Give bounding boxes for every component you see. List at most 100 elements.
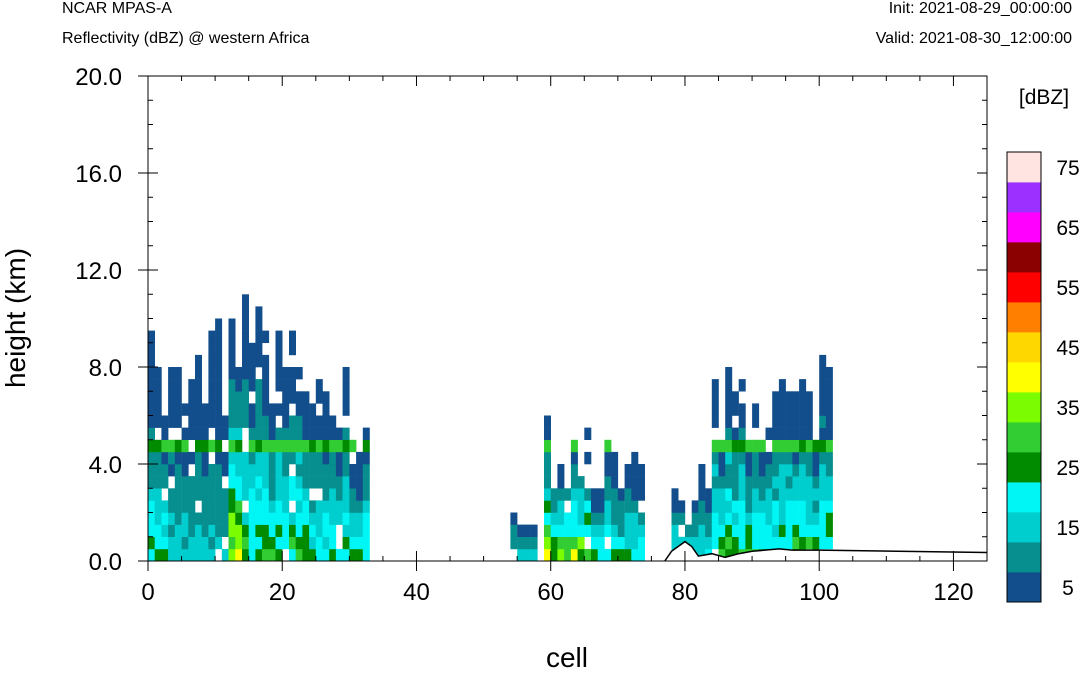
reflectivity-cell <box>148 536 155 550</box>
reflectivity-cell <box>825 391 833 404</box>
reflectivity-cell <box>262 330 270 343</box>
reflectivity-cell <box>597 536 605 550</box>
reflectivity-cell <box>215 330 223 343</box>
reflectivity-cell <box>289 415 296 428</box>
terrain-fill <box>664 541 987 561</box>
reflectivity-cell <box>752 476 760 489</box>
reflectivity-cell <box>242 379 249 392</box>
reflectivity-cell <box>275 548 283 562</box>
reflectivity-cell <box>758 524 766 537</box>
reflectivity-cell <box>792 391 800 404</box>
reflectivity-cell <box>174 476 182 489</box>
reflectivity-cell <box>570 476 578 489</box>
reflectivity-cell <box>289 391 296 404</box>
reflectivity-cell <box>201 500 209 513</box>
reflectivity-cell <box>282 367 290 380</box>
reflectivity-cell <box>322 512 330 525</box>
reflectivity-cell <box>289 512 296 525</box>
reflectivity-cell <box>262 379 270 392</box>
reflectivity-cell <box>262 476 270 489</box>
reflectivity-cell <box>188 476 196 489</box>
reflectivity-cell <box>161 536 169 550</box>
reflectivity-cell <box>201 488 209 501</box>
reflectivity-cell <box>342 512 350 525</box>
reflectivity-cell <box>154 379 162 392</box>
reflectivity-cell <box>235 464 243 477</box>
reflectivity-cell <box>758 488 766 501</box>
reflectivity-cell <box>188 536 196 550</box>
reflectivity-cell <box>188 451 196 465</box>
reflectivity-cell <box>544 548 551 562</box>
reflectivity-cell <box>349 548 357 562</box>
reflectivity-cell <box>329 439 337 453</box>
reflectivity-cell <box>738 500 746 513</box>
reflectivity-cell <box>248 512 256 525</box>
reflectivity-cell <box>711 488 719 501</box>
reflectivity-cell <box>611 548 619 562</box>
reflectivity-cell <box>201 476 209 489</box>
reflectivity-cell <box>792 415 800 428</box>
reflectivity-cell <box>557 524 565 537</box>
reflectivity-cell <box>161 415 169 428</box>
reflectivity-cell <box>805 524 813 537</box>
reflectivity-cell <box>530 548 538 562</box>
reflectivity-cell <box>362 464 370 477</box>
reflectivity-cell <box>335 464 343 477</box>
reflectivity-cell <box>631 488 639 501</box>
reflectivity-cell <box>725 367 733 380</box>
reflectivity-cell <box>584 427 592 440</box>
reflectivity-cell <box>235 476 243 489</box>
reflectivity-cell <box>248 476 256 489</box>
reflectivity-cell <box>825 536 833 550</box>
reflectivity-cell <box>255 512 263 525</box>
colorbar-swatch <box>1007 272 1041 303</box>
reflectivity-cell <box>188 427 196 440</box>
reflectivity-cell <box>309 524 317 537</box>
reflectivity-cell <box>295 476 303 489</box>
reflectivity-cell <box>201 464 209 477</box>
reflectivity-cell <box>799 439 807 453</box>
colorbar-label: 35 <box>1056 397 1079 420</box>
reflectivity-cell <box>604 500 612 513</box>
reflectivity-cell <box>745 500 753 513</box>
reflectivity-cell <box>215 367 223 380</box>
reflectivity-cell <box>282 512 290 525</box>
reflectivity-cell <box>765 451 773 465</box>
reflectivity-cell <box>799 524 807 537</box>
reflectivity-cell <box>309 500 317 513</box>
reflectivity-cell <box>235 439 243 453</box>
reflectivity-cell <box>215 476 223 489</box>
reflectivity-cell <box>282 391 290 404</box>
x-tick-label: 40 <box>403 579 430 606</box>
reflectivity-cell <box>275 464 283 477</box>
reflectivity-cell <box>758 451 766 465</box>
colorbar-swatch <box>1007 332 1041 363</box>
reflectivity-cell <box>329 427 337 440</box>
reflectivity-cell <box>778 391 786 404</box>
reflectivity-cell <box>329 476 337 489</box>
reflectivity-cell <box>168 379 176 392</box>
reflectivity-cell <box>174 536 182 550</box>
reflectivity-cell <box>342 548 350 562</box>
reflectivity-cell <box>711 500 719 513</box>
reflectivity-cell <box>148 524 155 537</box>
reflectivity-cell <box>201 403 209 416</box>
reflectivity-cell <box>295 367 303 380</box>
reflectivity-cell <box>523 536 531 550</box>
reflectivity-cell <box>148 354 155 368</box>
reflectivity-cell <box>342 391 350 404</box>
reflectivity-cell <box>161 500 169 513</box>
reflectivity-cell <box>335 488 343 501</box>
reflectivity-cell <box>671 500 679 513</box>
reflectivity-cell <box>148 476 155 489</box>
reflectivity-cell <box>262 391 270 404</box>
reflectivity-cell <box>624 500 632 513</box>
reflectivity-cell <box>148 342 155 356</box>
reflectivity-cell <box>168 512 176 525</box>
reflectivity-cell <box>195 427 202 440</box>
reflectivity-cell <box>221 512 229 525</box>
reflectivity-cell <box>228 354 236 368</box>
reflectivity-cell <box>322 536 330 550</box>
reflectivity-cell <box>778 379 786 392</box>
reflectivity-cell <box>302 464 310 477</box>
